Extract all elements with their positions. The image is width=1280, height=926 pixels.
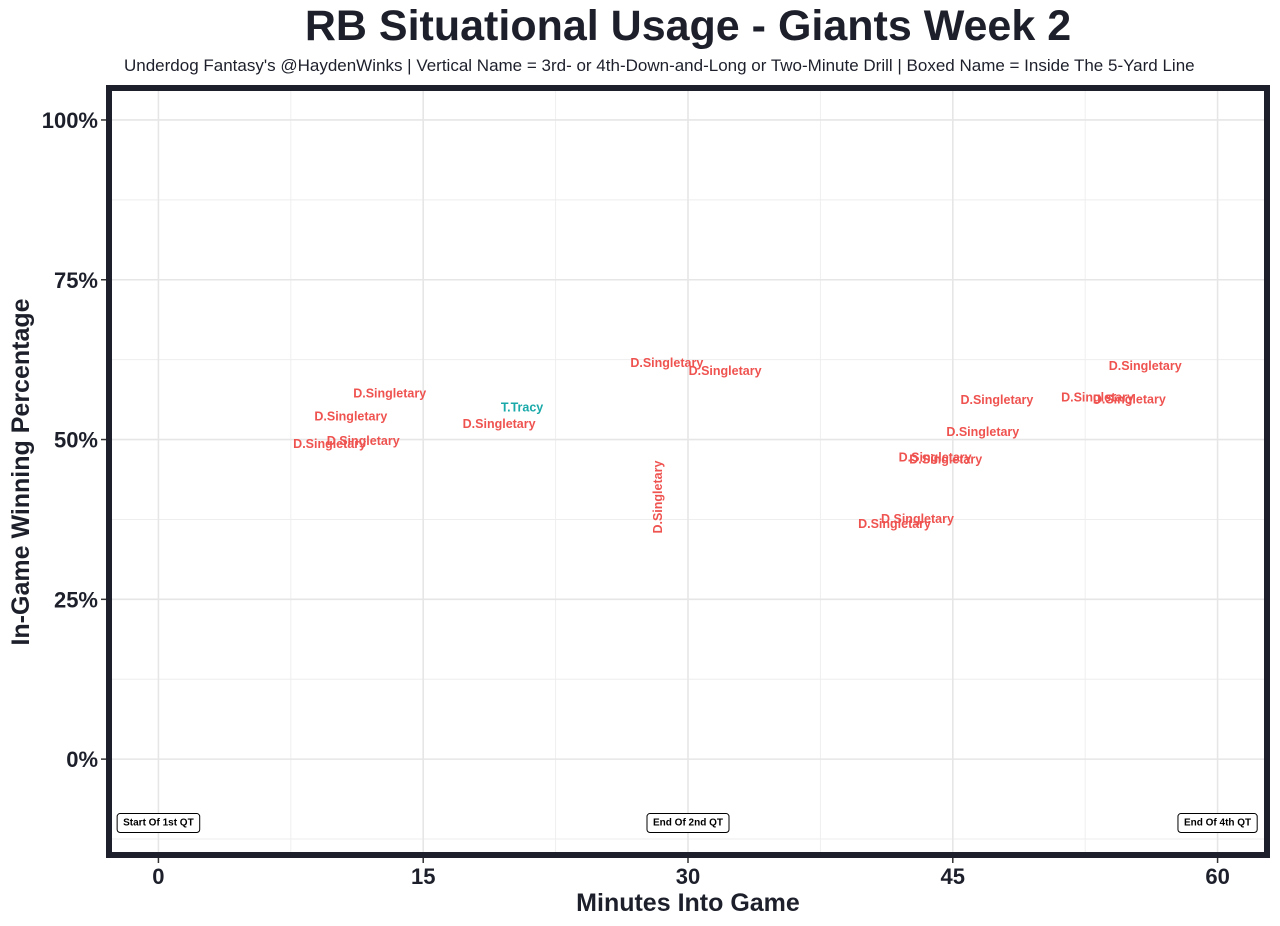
point-label: D.Singletary bbox=[946, 425, 1019, 439]
point-label: D.Singletary bbox=[463, 417, 536, 431]
x-axis-title: Minutes Into Game bbox=[576, 889, 800, 917]
axis-ticks: 0 15 30 45 60 0% 25% 50% 75% 100% bbox=[42, 108, 1230, 889]
point-label: D.Singletary bbox=[1061, 390, 1134, 404]
point-label: D.Singletary bbox=[327, 434, 400, 448]
y-axis-title: In-Game Winning Percentage bbox=[7, 298, 35, 645]
quarter-label-box bbox=[646, 813, 730, 834]
x-tick-label: 60 bbox=[1205, 864, 1229, 889]
point-label: D.Singletary bbox=[858, 517, 931, 531]
quarter-label-text: End Of 2nd QT bbox=[653, 818, 723, 829]
x-tick-label: 15 bbox=[411, 864, 435, 889]
x-tick-label: 45 bbox=[941, 864, 965, 889]
y-tick-label: 0% bbox=[66, 747, 98, 772]
point-label: D.Singletary bbox=[293, 437, 366, 451]
point-label: D.Singletary bbox=[630, 356, 703, 370]
quarter-label-box bbox=[1177, 813, 1258, 834]
point-label: D.Singletary bbox=[1093, 392, 1166, 406]
quarter-label-box bbox=[116, 813, 201, 834]
grid-lines bbox=[109, 88, 1267, 855]
point-labels: D.SingletaryD.SingletaryD.SingletaryD.Si… bbox=[293, 356, 1182, 534]
point-label: D.Singletary bbox=[899, 450, 972, 464]
point-label: D.Singletary bbox=[314, 410, 387, 424]
y-tick-label: 75% bbox=[54, 268, 98, 293]
point-label: D.Singletary bbox=[651, 461, 665, 534]
quarter-label-text: End Of 4th QT bbox=[1184, 818, 1251, 829]
point-label: D.Singletary bbox=[689, 364, 762, 378]
quarter-label-text: Start Of 1st QT bbox=[123, 818, 194, 829]
point-label: D.Singletary bbox=[881, 512, 954, 526]
x-tick-label: 0 bbox=[152, 864, 164, 889]
panel-border bbox=[106, 85, 1270, 858]
quarter-annotations: Start Of 1st QT End Of 2nd QT End Of 4th Q… bbox=[116, 813, 1258, 834]
point-label: D.Singletary bbox=[353, 387, 426, 401]
chart-title: RB Situational Usage - Giants Week 2 bbox=[304, 2, 1072, 50]
point-label: D.Singletary bbox=[960, 393, 1033, 407]
quarter-label: Start Of 1st QT bbox=[116, 813, 201, 834]
quarter-label: End Of 4th QT bbox=[1177, 813, 1258, 834]
point-label: T.Tracy bbox=[501, 401, 543, 415]
chart-subtitle: Underdog Fantasy's @HaydenWinks | Vertic… bbox=[124, 56, 1195, 75]
point-label: D.Singletary bbox=[1109, 359, 1182, 373]
y-tick-label: 25% bbox=[54, 587, 98, 612]
point-label: D.Singletary bbox=[909, 452, 982, 466]
x-tick-label: 30 bbox=[676, 864, 700, 889]
y-tick-label: 50% bbox=[54, 428, 98, 453]
quarter-label: End Of 2nd QT bbox=[646, 813, 730, 834]
y-tick-label: 100% bbox=[42, 108, 98, 133]
